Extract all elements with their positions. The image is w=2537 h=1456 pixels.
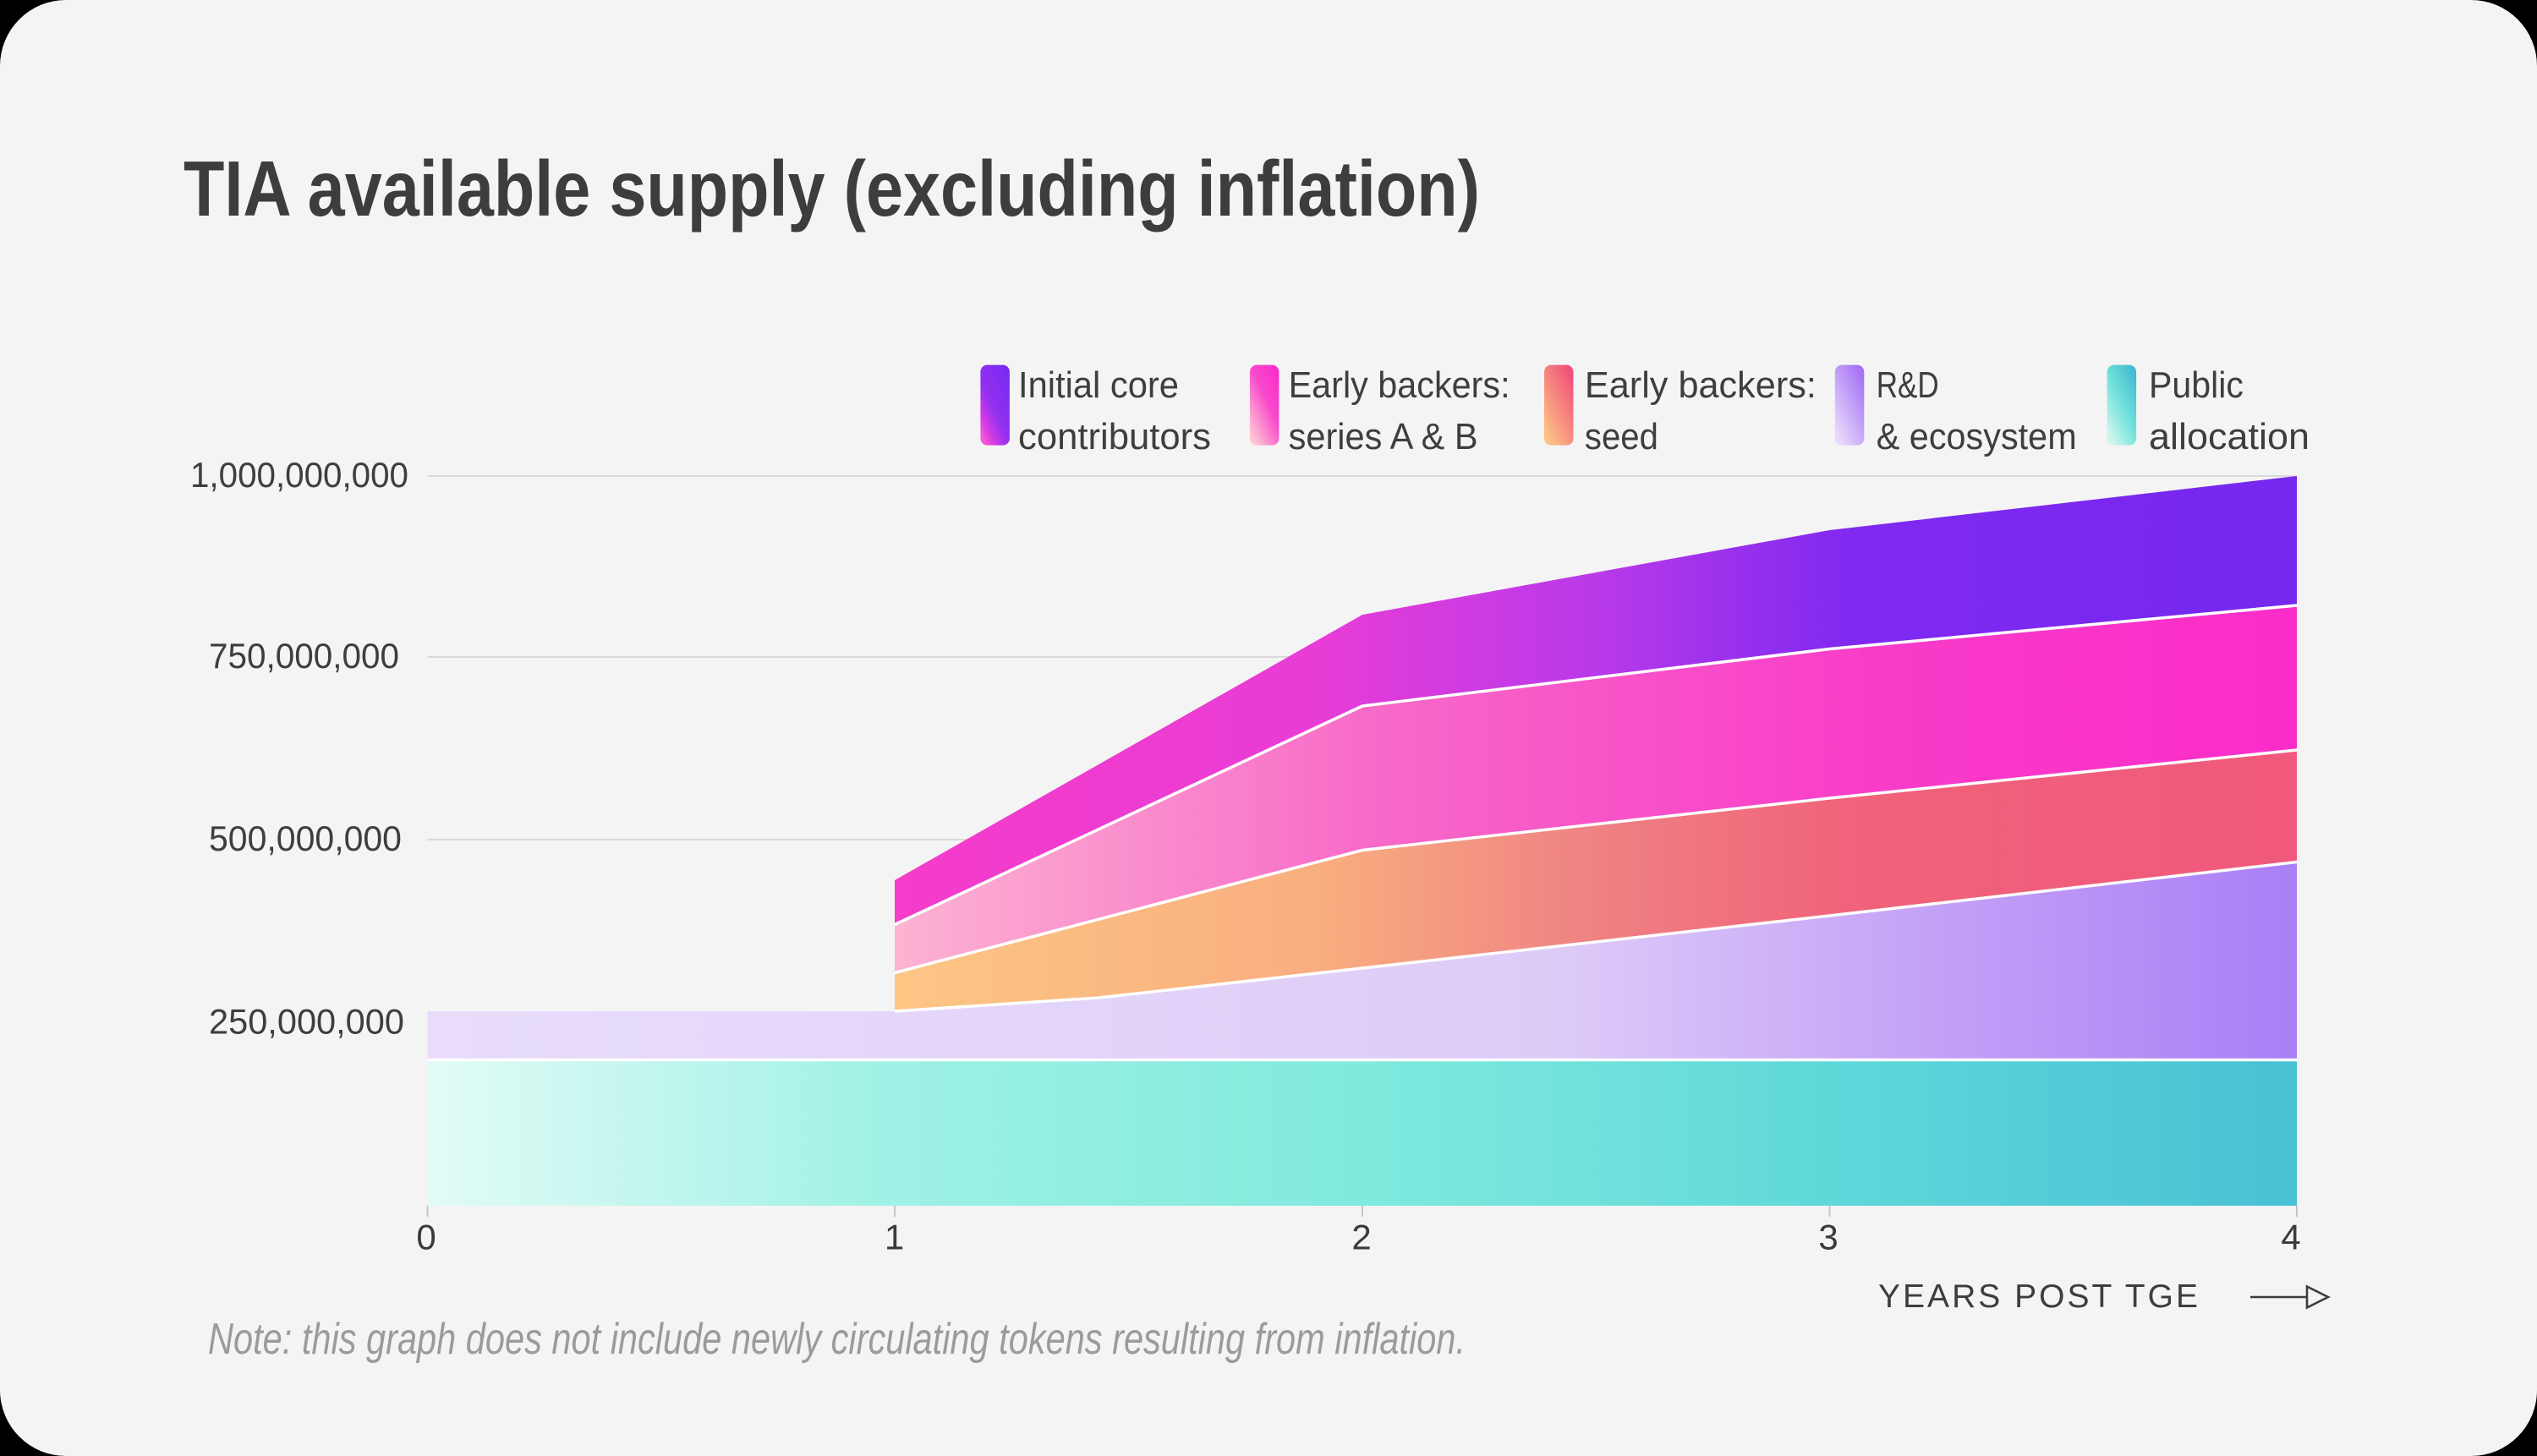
svg-text:seed: seed: [1585, 416, 1658, 457]
svg-text:Public: Public: [2149, 364, 2244, 406]
svg-text:2: 2: [1351, 1218, 1371, 1257]
svg-text:TIA available supply (excludin: TIA available supply (excluding inflatio…: [184, 145, 1480, 233]
svg-text:750,000,000: 750,000,000: [209, 636, 399, 676]
svg-text:Initial core: Initial core: [1018, 364, 1179, 406]
svg-text:500,000,000: 500,000,000: [209, 818, 402, 858]
svg-text:Note: this graph does not incl: Note: this graph does not include newly …: [208, 1315, 1466, 1364]
svg-text:Early backers:: Early backers:: [1585, 364, 1816, 406]
svg-text:allocation: allocation: [2149, 416, 2310, 457]
svg-text:Early backers:: Early backers:: [1289, 364, 1510, 406]
svg-text:1: 1: [885, 1218, 904, 1257]
svg-text:3: 3: [1818, 1218, 1838, 1257]
svg-text:& ecosystem: & ecosystem: [1877, 416, 2077, 457]
svg-text:1,000,000,000: 1,000,000,000: [190, 455, 408, 495]
svg-text:250,000,000: 250,000,000: [209, 1002, 404, 1042]
svg-text:series A & B: series A & B: [1289, 416, 1478, 457]
svg-text:4: 4: [2281, 1218, 2300, 1257]
svg-text:contributors: contributors: [1018, 416, 1211, 457]
svg-text:R&D: R&D: [1877, 364, 1939, 406]
svg-text:0: 0: [416, 1218, 436, 1257]
